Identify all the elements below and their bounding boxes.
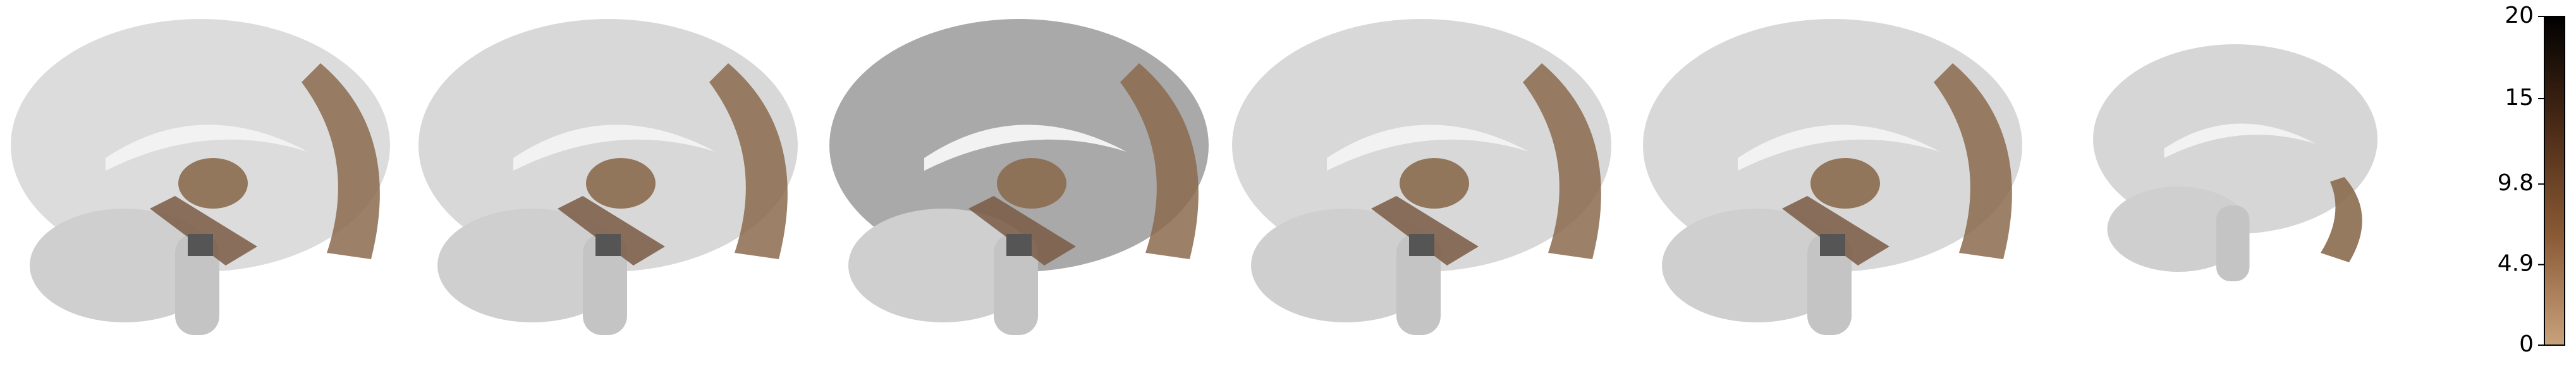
overlay-temporal	[1782, 196, 1889, 265]
corpus-callosum	[924, 125, 1126, 171]
brainstem	[583, 234, 627, 335]
brain-slice	[1643, 19, 2022, 335]
colorbar: 0 4.9 9.8 15 20	[2498, 3, 2565, 357]
overlay-subcortical	[178, 158, 248, 209]
brainstem	[1807, 234, 1852, 335]
overlay-subcortical	[586, 158, 656, 209]
overlay-frontal	[1934, 63, 2012, 259]
overlay-frontal	[1523, 63, 1601, 259]
brainstem	[175, 234, 219, 335]
brainstem	[994, 234, 1038, 335]
brain-slice	[1232, 19, 1611, 335]
cerebrum	[11, 19, 390, 272]
cerebrum	[1232, 19, 1611, 272]
colorbar-tick-label: 15	[2505, 85, 2534, 111]
brainstem	[2216, 205, 2250, 281]
corpus-callosum	[2164, 123, 2316, 158]
cerebellum	[2107, 186, 2250, 272]
cerebellum	[437, 209, 627, 322]
overlay-frontal	[2321, 177, 2362, 262]
colorbar-tick-label: 20	[2505, 3, 2534, 28]
brain-slice	[2093, 44, 2378, 281]
colorbar-tick-label: 4.9	[2498, 251, 2534, 277]
corpus-callosum	[1327, 125, 1529, 171]
overlay-temporal	[968, 196, 1076, 265]
corpus-callosum	[106, 125, 308, 171]
overlay-frontal	[1120, 63, 1199, 259]
cerebellum	[1251, 209, 1441, 322]
cerebrum	[829, 19, 1209, 272]
brain-slices	[11, 19, 2378, 335]
colorbar-tick-label: 9.8	[2498, 170, 2534, 196]
cerebellum	[1662, 209, 1852, 322]
overlay-temporal	[558, 196, 665, 265]
brain-slice	[418, 19, 798, 335]
corpus-callosum	[513, 125, 716, 171]
overlay-frontal	[302, 63, 380, 259]
dark-region	[1820, 234, 1845, 256]
cerebellum	[848, 209, 1038, 322]
dark-region	[595, 234, 621, 256]
cerebrum	[418, 19, 798, 272]
corpus-callosum	[1738, 125, 1940, 171]
dark-region	[1006, 234, 1032, 256]
dark-region	[188, 234, 213, 256]
brain-slice	[829, 19, 1209, 335]
overlay-temporal	[1371, 196, 1479, 265]
colorbar-gradient	[2544, 16, 2565, 346]
overlay-subcortical	[1400, 158, 1469, 209]
overlay-subcortical	[1810, 158, 1880, 209]
overlay-subcortical	[997, 158, 1066, 209]
colorbar-tick-label: 0	[2519, 331, 2534, 357]
cerebellum	[30, 209, 219, 322]
overlay-temporal	[150, 196, 257, 265]
brain-slice	[11, 19, 390, 335]
brainstem	[1396, 234, 1441, 335]
overlay-frontal	[709, 63, 788, 259]
cerebrum	[1643, 19, 2022, 272]
cerebrum	[2093, 44, 2378, 234]
dark-region	[1409, 234, 1434, 256]
